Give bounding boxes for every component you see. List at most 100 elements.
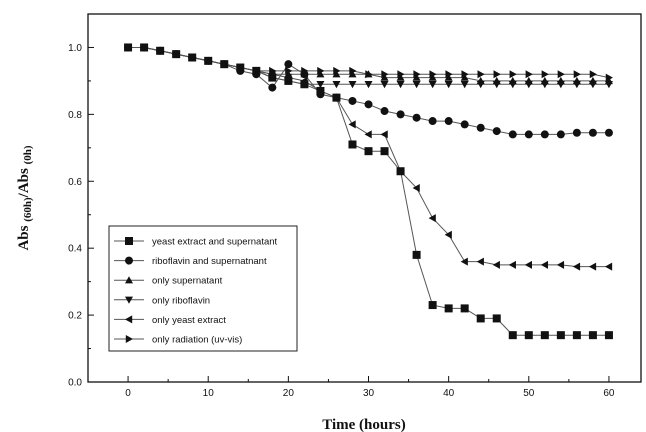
data-point	[556, 81, 565, 89]
data-point	[605, 73, 613, 82]
x-tick-label: 0	[125, 388, 131, 399]
data-point	[156, 46, 165, 55]
data-point	[284, 60, 293, 69]
data-point	[428, 301, 437, 310]
data-point	[412, 81, 421, 89]
data-point	[285, 66, 293, 75]
data-point	[572, 128, 581, 137]
data-point	[460, 257, 468, 266]
data-point	[460, 120, 469, 129]
data-point	[316, 70, 325, 78]
data-point	[284, 73, 292, 82]
data-point	[428, 117, 437, 126]
data-point	[221, 60, 229, 69]
data-point	[589, 70, 597, 79]
legend-marker	[125, 296, 133, 304]
data-point	[412, 183, 420, 192]
data-point	[524, 130, 533, 139]
data-point	[348, 96, 357, 105]
data-point	[604, 128, 613, 137]
series-markers-2	[124, 43, 613, 85]
data-point	[380, 130, 388, 139]
x-tick-label: 50	[523, 388, 535, 399]
data-point	[524, 331, 533, 340]
data-point	[572, 331, 581, 340]
y-tick-label: 0.6	[68, 177, 82, 188]
y-axis-title: Abs (60h)/Abs (0h)	[16, 145, 34, 250]
data-point	[396, 167, 404, 176]
plot-frame	[87, 13, 642, 383]
legend-marker	[125, 335, 133, 343]
x-axis-title: Time (hours)	[322, 417, 405, 432]
data-point	[380, 107, 389, 116]
data-point	[269, 66, 277, 75]
data-point	[540, 130, 549, 139]
legend-label: riboflavin and supernatnant	[152, 256, 267, 267]
axis-ticks: 0 10 20 30 40 50 60 0.0 0.2 0.4 0.6 0.8 1.0	[68, 13, 615, 399]
data-point	[300, 76, 308, 85]
data-point	[573, 70, 581, 79]
series-markers-4	[124, 43, 613, 271]
data-point	[188, 53, 197, 62]
data-point	[428, 214, 436, 223]
data-point	[588, 81, 597, 89]
legend-entry: yeast extract and supernatant	[114, 237, 278, 248]
data-point	[316, 81, 325, 89]
data-point	[492, 314, 501, 323]
data-point	[493, 70, 501, 79]
y-tick-label: 0.4	[68, 244, 82, 255]
data-point	[412, 73, 421, 81]
x-tick-label: 10	[203, 388, 215, 399]
data-point	[476, 314, 485, 323]
legend-label: only yeast extract	[152, 315, 226, 326]
data-point	[300, 70, 309, 78]
data-point	[413, 70, 421, 79]
data-point	[508, 331, 517, 340]
series-line-1	[128, 47, 609, 135]
data-point	[477, 70, 485, 79]
data-point	[476, 123, 485, 132]
legend-marker	[125, 237, 133, 245]
data-point	[381, 70, 389, 79]
data-point	[604, 81, 613, 89]
data-point	[588, 128, 597, 137]
data-point	[380, 81, 389, 89]
data-point	[540, 331, 549, 340]
y-tick-label: 0.0	[68, 378, 82, 389]
data-point	[348, 120, 356, 129]
data-point	[604, 262, 613, 271]
legend-marker	[125, 315, 133, 324]
data-point	[397, 70, 405, 79]
legend-entry: only supernatant	[114, 276, 223, 287]
data-point	[237, 63, 245, 72]
data-point	[508, 260, 516, 269]
data-point	[556, 130, 565, 139]
data-point	[172, 50, 181, 59]
x-tick-label: 30	[363, 388, 375, 399]
x-tick-label: 20	[283, 388, 295, 399]
data-point	[317, 66, 325, 75]
data-point	[348, 140, 357, 149]
x-tick-label: 60	[603, 388, 615, 399]
data-point	[364, 147, 373, 156]
legend-label: only radiation (uv-vis)	[152, 335, 242, 346]
data-point	[444, 73, 453, 81]
data-point	[365, 70, 373, 79]
data-point	[268, 83, 277, 92]
legend: yeast extract and supernatant riboflavin …	[108, 225, 298, 352]
data-point	[540, 81, 549, 89]
data-point	[557, 70, 565, 79]
x-tick-label: 40	[443, 388, 455, 399]
data-point	[508, 81, 517, 89]
data-point	[556, 331, 565, 340]
data-point	[444, 304, 453, 313]
data-point	[396, 81, 405, 89]
data-point	[476, 81, 485, 89]
data-point	[364, 81, 373, 89]
data-point	[412, 113, 421, 122]
data-point	[428, 81, 437, 89]
data-point	[253, 66, 261, 75]
data-point	[556, 260, 565, 269]
data-point	[588, 262, 597, 271]
